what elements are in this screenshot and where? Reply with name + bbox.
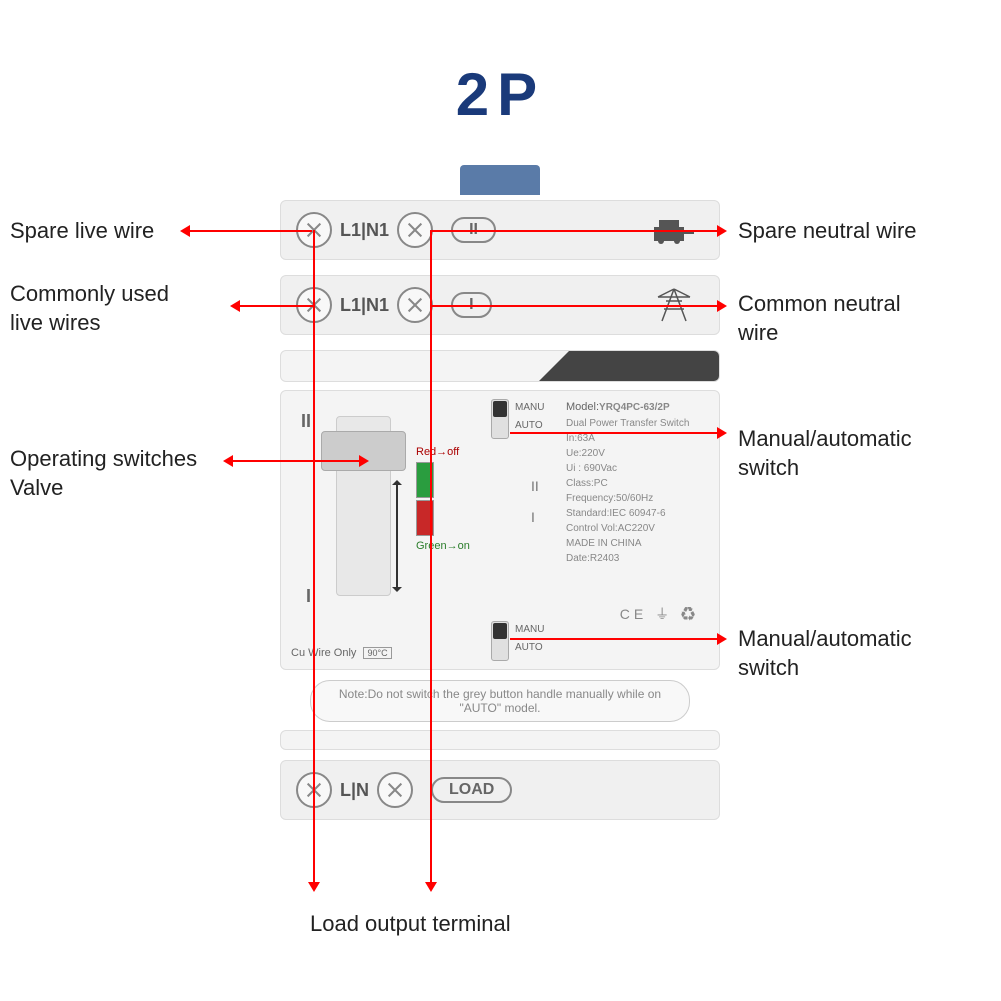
- page-title: 2P: [456, 60, 545, 129]
- screw-icon: [397, 287, 433, 323]
- cu-wire-note: Cu Wire Only 90°C: [291, 647, 392, 659]
- position-mark-I: I: [306, 586, 311, 607]
- red-label: Red→off: [416, 446, 466, 458]
- arrow-line: [430, 230, 432, 790]
- arrow-line: [510, 432, 725, 434]
- terminal-badge: LOAD: [431, 777, 512, 803]
- arrow-line: [430, 305, 725, 307]
- arrow-line: [313, 230, 315, 790]
- callout-manual-auto-1: Manual/automatic switch: [738, 425, 912, 482]
- spec-line: Standard:IEC 60947-6: [566, 506, 689, 521]
- movement-arrow: [396, 481, 398, 591]
- arrow-line: [225, 460, 367, 462]
- screw-icon: [377, 772, 413, 808]
- green-label: Green→on: [416, 540, 466, 552]
- spec-line: Ue:220V: [566, 446, 689, 461]
- terminal-row-load: L|N LOAD: [280, 760, 720, 820]
- arrow-line: [182, 230, 312, 232]
- terminal-label: L|N: [340, 780, 369, 801]
- divider: [280, 350, 720, 382]
- arrow-line: [313, 790, 315, 890]
- screw-icon: [397, 212, 433, 248]
- callout-manual-auto-2: Manual/automatic switch: [738, 625, 912, 682]
- mount-clip: [460, 165, 540, 195]
- callout-operating: Operating switches Valve: [10, 445, 197, 502]
- manu-label: MANU: [515, 399, 544, 417]
- cert-icons: CE ⏚ ♻: [620, 604, 699, 624]
- arrow-line: [430, 230, 725, 232]
- divider: [280, 730, 720, 750]
- indicator-column: Red→off Green→on: [416, 446, 466, 552]
- callout-common-neutral: Common neutral wire: [738, 290, 901, 347]
- spec-line: Control Vol:AC220V: [566, 521, 689, 536]
- callout-spare-neutral: Spare neutral wire: [738, 217, 917, 246]
- terminal-label: L1|N1: [340, 220, 389, 241]
- device-diagram: L1|N1 II L1|N1 I II I Red→off Green→: [280, 190, 720, 830]
- position-mark-II: II: [301, 411, 311, 432]
- callout-common-live: Commonly used live wires: [10, 280, 169, 337]
- switch-area: II I Red→off Green→on Cu Wire Only 90°C: [281, 391, 481, 669]
- arrow-line: [232, 305, 314, 307]
- spec-line: Date:R2403: [566, 551, 689, 566]
- callout-load-output: Load output terminal: [310, 910, 511, 939]
- auto-label: AUTO: [515, 639, 544, 657]
- arrow-line: [430, 790, 432, 890]
- manu-label: MANU: [515, 621, 544, 639]
- spec-line: Frequency:50/60Hz: [566, 491, 689, 506]
- spec-line: MADE IN CHINA: [566, 536, 689, 551]
- spec-text: Model:YRQ4PC-63/2P Dual Power Transfer S…: [566, 399, 689, 566]
- callout-spare-live: Spare live wire: [10, 217, 154, 246]
- spec-line: Ui : 690Vac: [566, 461, 689, 476]
- spec-line: Class:PC: [566, 476, 689, 491]
- terminal-label: L1|N1: [340, 295, 389, 316]
- manu-auto-switch-bottom[interactable]: MANU AUTO: [491, 621, 544, 661]
- note-box: Note:Do not switch the grey button handl…: [310, 680, 690, 722]
- body-position-marks: II I: [531, 471, 539, 533]
- arrow-line: [510, 638, 725, 640]
